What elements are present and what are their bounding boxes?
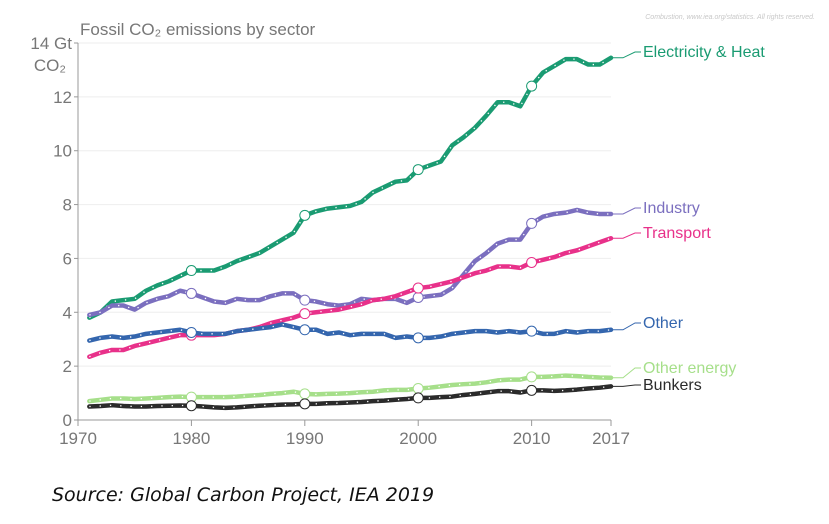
- series-bunkers: Bunkers: [87, 377, 702, 412]
- y-tick-label: 14 Gt: [30, 34, 72, 53]
- data-point: [412, 392, 424, 404]
- data-point: [299, 398, 311, 410]
- data-point: [412, 382, 424, 394]
- y-tick-label: 0: [63, 411, 72, 430]
- data-point: [299, 209, 311, 221]
- series-label: Industry: [643, 200, 700, 217]
- data-point: [299, 294, 311, 306]
- data-point: [299, 388, 311, 400]
- data-point: [412, 164, 424, 176]
- source-note: Source: Global Carbon Project, IEA 2019: [52, 484, 435, 506]
- copyright-note: Combustion, www.iea.org/statistics. All …: [645, 14, 815, 21]
- x-tick-label: 1980: [172, 429, 210, 448]
- data-point: [299, 308, 311, 320]
- series-label: Transport: [643, 225, 711, 242]
- data-point: [185, 326, 197, 338]
- y-tick-label: 8: [63, 196, 72, 215]
- chart-title: Fossil CO₂ emissions by sector: [80, 20, 316, 39]
- series-line: [87, 235, 614, 359]
- series-line: [87, 373, 614, 404]
- label-leader: [613, 207, 641, 215]
- series-label: Electricity & Heat: [643, 44, 765, 61]
- series-other: Other: [87, 315, 684, 344]
- data-point: [185, 287, 197, 299]
- series-label: Bunkers: [643, 377, 702, 394]
- label-leader: [613, 384, 641, 387]
- data-point: [526, 325, 538, 337]
- y-axis-label: CO₂: [33, 56, 66, 75]
- data-point: [412, 332, 424, 344]
- x-tick-label: 2010: [513, 429, 551, 448]
- series-electricity-heat: Electricity & Heat: [87, 44, 765, 320]
- data-point: [185, 265, 197, 277]
- label-leader: [613, 232, 641, 239]
- data-point: [299, 324, 311, 336]
- label-leader: [613, 367, 641, 379]
- series-line: [87, 322, 614, 343]
- x-tick-label: 2000: [399, 429, 437, 448]
- x-tick-label: 1970: [59, 429, 97, 448]
- y-tick-label: 4: [63, 303, 72, 322]
- data-point: [526, 217, 538, 229]
- y-tick-label: 6: [63, 249, 72, 268]
- data-point: [526, 80, 538, 92]
- series-industry: Industry: [87, 200, 700, 318]
- y-tick-label: 10: [53, 142, 72, 161]
- series-label: Other energy: [643, 360, 736, 377]
- data-point: [412, 282, 424, 294]
- y-axis-unit: CO₂: [16, 55, 66, 76]
- x-tick-label: 1990: [286, 429, 324, 448]
- y-tick-label: 12: [53, 88, 72, 107]
- series-line-dots: [89, 209, 611, 316]
- label-leader: [613, 322, 641, 331]
- series-label: Other: [643, 315, 684, 332]
- series-transport: Transport: [87, 225, 711, 359]
- data-point: [412, 291, 424, 303]
- series-line: [87, 55, 614, 320]
- data-point: [185, 400, 197, 412]
- data-point: [526, 256, 538, 268]
- x-tick-label: 2017: [592, 429, 630, 448]
- label-leader: [613, 51, 641, 59]
- series-other-energy: Other energy: [87, 360, 736, 404]
- y-tick-label: 2: [63, 357, 72, 376]
- data-point: [526, 371, 538, 383]
- series-line: [87, 384, 614, 411]
- data-point: [526, 384, 538, 396]
